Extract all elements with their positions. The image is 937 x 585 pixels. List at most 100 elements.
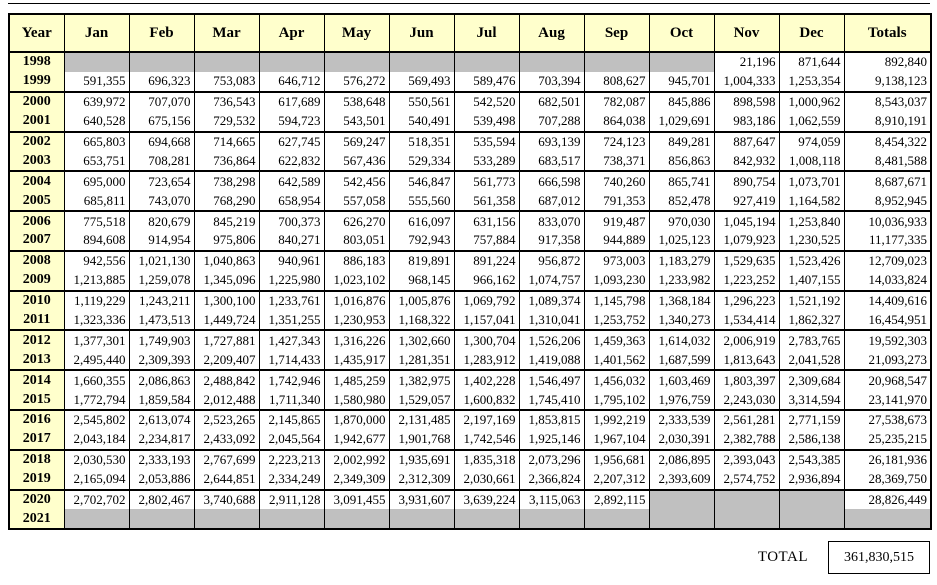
year-cell: 2002 xyxy=(8,130,65,152)
month-column-header: Nov xyxy=(713,14,780,53)
month-value-cell: 820,679 xyxy=(128,210,195,232)
month-value-cell: 2,892,115 xyxy=(583,488,650,510)
month-value-cell xyxy=(323,509,390,530)
table-row: 2006 775,518 820,679 845,219 700,373 626,270 6… xyxy=(8,210,932,232)
month-value-cell: 1,281,351 xyxy=(388,350,455,371)
month-value-cell: 1,742,546 xyxy=(453,429,520,450)
month-value-cell: 1,901,768 xyxy=(388,429,455,450)
month-value-cell: 1,835,318 xyxy=(453,448,520,470)
month-value-cell: 665,803 xyxy=(63,130,130,152)
month-value-cell: 2,393,043 xyxy=(713,448,780,470)
month-value-cell: 594,723 xyxy=(258,111,325,132)
month-value-cell: 1,813,643 xyxy=(713,350,780,371)
month-value-cell: 683,517 xyxy=(518,151,585,172)
table-row: 2000 639,972 707,070 736,543 617,689 538,648 5… xyxy=(8,90,932,112)
month-value-cell: 1,749,903 xyxy=(128,329,195,351)
month-value-cell: 1,402,228 xyxy=(453,369,520,391)
month-value-cell: 2,613,074 xyxy=(128,409,195,430)
month-value-cell: 1,925,146 xyxy=(518,429,585,450)
month-value-cell: 1,323,336 xyxy=(63,310,130,331)
month-value-cell: 2,936,894 xyxy=(778,469,845,490)
month-value-cell: 546,847 xyxy=(388,170,455,192)
month-value-cell: 1,660,355 xyxy=(63,369,130,391)
month-value-cell: 1,956,681 xyxy=(583,448,650,470)
month-value-cell: 1,745,410 xyxy=(518,390,585,411)
year-cell: 2012 xyxy=(8,329,65,351)
month-value-cell: 1,603,469 xyxy=(648,369,715,391)
month-value-cell: 2,131,485 xyxy=(388,409,455,430)
month-value-cell: 1,687,599 xyxy=(648,350,715,371)
year-cell: 2006 xyxy=(8,210,65,232)
month-value-cell: 2,644,851 xyxy=(193,469,260,490)
month-value-cell: 970,030 xyxy=(648,210,715,232)
month-value-cell: 2,771,159 xyxy=(778,409,845,430)
month-value-cell: 675,156 xyxy=(128,111,195,132)
month-value-cell: 533,289 xyxy=(453,151,520,172)
month-value-cell: 983,186 xyxy=(713,111,780,132)
month-value-cell: 1,029,691 xyxy=(648,111,715,132)
month-value-cell: 2,393,609 xyxy=(648,469,715,490)
month-value-cell: 2,043,184 xyxy=(63,429,130,450)
month-value-cell: 2,002,992 xyxy=(323,448,390,470)
month-value-cell: 738,298 xyxy=(193,170,260,192)
month-value-cell: 865,741 xyxy=(648,170,715,192)
month-value-cell: 1,407,155 xyxy=(778,270,845,291)
year-column-header: Year xyxy=(8,14,65,53)
month-value-cell: 1,449,724 xyxy=(193,310,260,331)
month-value-cell: 2,366,824 xyxy=(518,469,585,490)
month-value-cell: 792,943 xyxy=(388,231,455,251)
month-value-cell: 2,545,802 xyxy=(63,409,130,430)
year-total-cell: 26,181,936 xyxy=(843,448,932,470)
month-value-cell: 945,701 xyxy=(648,71,715,92)
month-value-cell: 703,394 xyxy=(518,71,585,92)
month-value-cell: 2,073,296 xyxy=(518,448,585,470)
year-cell: 2003 xyxy=(8,151,65,172)
month-value-cell: 569,493 xyxy=(388,71,455,92)
year-cell: 2009 xyxy=(8,270,65,291)
month-value-cell: 708,281 xyxy=(128,151,195,172)
month-value-cell: 589,476 xyxy=(453,71,520,92)
month-value-cell: 1,727,881 xyxy=(193,329,260,351)
month-column-header: Jul xyxy=(453,14,520,53)
grand-total-value: 361,830,515 xyxy=(828,541,930,574)
month-value-cell: 639,972 xyxy=(63,90,130,112)
month-value-cell: 1,253,752 xyxy=(583,310,650,331)
month-value-cell: 687,012 xyxy=(518,191,585,212)
month-value-cell: 1,283,912 xyxy=(453,350,520,371)
year-cell: 2005 xyxy=(8,191,65,212)
grand-total-label: TOTAL xyxy=(757,549,808,565)
month-value-cell: 2,334,249 xyxy=(258,469,325,490)
month-value-cell: 2,053,886 xyxy=(128,469,195,490)
month-value-cell: 2,086,863 xyxy=(128,369,195,391)
month-value-cell: 1,772,794 xyxy=(63,390,130,411)
month-value-cell xyxy=(518,51,585,72)
month-value-cell: 803,051 xyxy=(323,231,390,251)
month-value-cell xyxy=(323,51,390,72)
month-value-cell: 1,942,677 xyxy=(323,429,390,450)
month-value-cell: 2,030,661 xyxy=(453,469,520,490)
year-total-cell: 14,033,824 xyxy=(843,270,932,291)
month-value-cell: 808,627 xyxy=(583,71,650,92)
table-row: 1999 591,355 696,323 753,083 646,712 576,272 5… xyxy=(8,71,932,92)
year-total-cell: 11,177,335 xyxy=(843,231,932,251)
month-value-cell: 1,296,223 xyxy=(713,289,780,311)
year-total-cell: 23,141,970 xyxy=(843,390,932,411)
month-value-cell xyxy=(388,51,455,72)
year-cell: 2018 xyxy=(8,448,65,470)
month-value-cell: 1,534,414 xyxy=(713,310,780,331)
table-row: 2015 1,772,794 1,859,584 2,012,488 1,711,340… xyxy=(8,390,932,411)
month-value-cell: 1,456,032 xyxy=(583,369,650,391)
month-value-cell: 723,654 xyxy=(128,170,195,192)
year-cell: 2013 xyxy=(8,350,65,371)
month-value-cell: 1,435,917 xyxy=(323,350,390,371)
table-body: 1998 21,196 871,644 892,840 1999 591,355 696,3… xyxy=(8,51,932,530)
month-value-cell: 1,853,815 xyxy=(518,409,585,430)
month-value-cell: 3,639,224 xyxy=(453,488,520,510)
month-value-cell: 653,751 xyxy=(63,151,130,172)
month-value-cell: 1,300,100 xyxy=(193,289,260,311)
month-value-cell: 1,529,635 xyxy=(713,249,780,271)
month-value-cell: 2,911,128 xyxy=(258,488,325,510)
month-value-cell xyxy=(128,51,195,72)
month-value-cell: 864,038 xyxy=(583,111,650,132)
grand-total-section: TOTAL 361,830,515 xyxy=(8,541,930,574)
